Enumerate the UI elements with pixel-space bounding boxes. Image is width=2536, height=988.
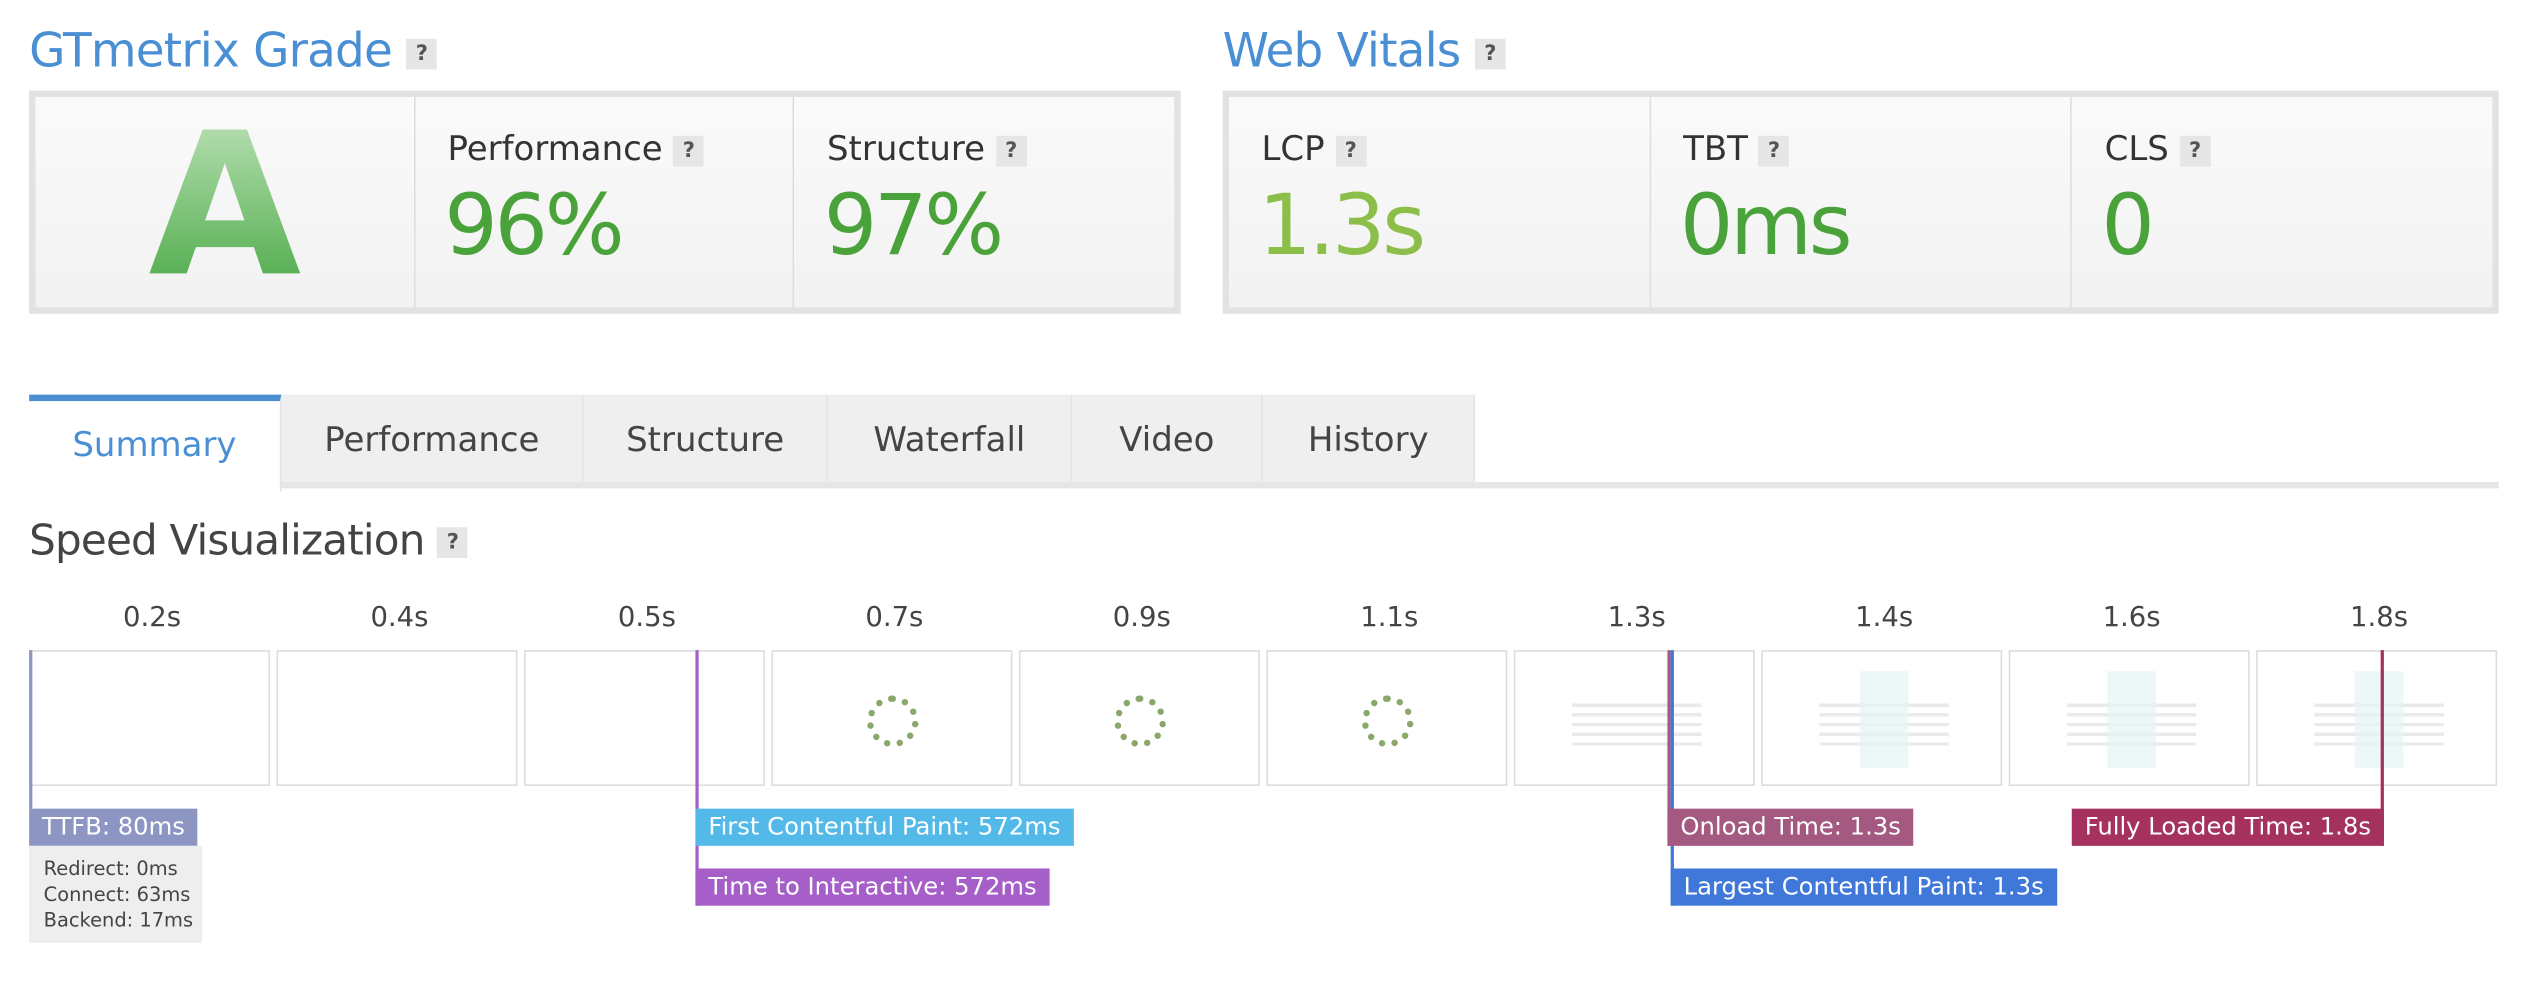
vital-cell: TBT ? 0ms (1650, 97, 2073, 308)
frame-time: 0.9s (1112, 601, 1171, 634)
frame-time: 0.7s (865, 601, 924, 634)
section-title: Speed Visualization ? (29, 517, 468, 567)
frame-content (1572, 697, 1702, 746)
title-text: Web Vitals (1222, 22, 1462, 78)
filmstrip-frame (1761, 650, 2003, 787)
label-text: TBT (1683, 129, 1748, 169)
tab[interactable]: Video (1072, 394, 1264, 482)
filmstrip-frame (2008, 650, 2250, 787)
vital-label: TBT ? (1683, 129, 1790, 169)
marker-line (2380, 650, 2384, 846)
filmstrip-frame (29, 650, 271, 787)
frame-time: 1.4s (1855, 601, 1914, 634)
timing-marker: Largest Contentful Paint: 1.3s (1670, 868, 2057, 906)
label-text: CLS (2104, 129, 2169, 169)
vital-cell: LCP ? 1.3s (1229, 97, 1651, 308)
help-icon[interactable]: ? (1474, 38, 1506, 69)
grade-cell: A (35, 91, 416, 320)
detail-line: Redirect: 0ms (43, 857, 178, 880)
filmstrip-frame (1266, 650, 1508, 787)
timing-marker: TTFB: 80ms (29, 808, 198, 846)
metric-cell: Structure ? 97% (794, 97, 1175, 308)
metric-label: Structure ? (827, 129, 1027, 168)
help-icon[interactable]: ? (406, 38, 437, 69)
metric-value: 97% (823, 177, 1004, 275)
frame-time: 0.2s (122, 601, 182, 634)
marker-line (29, 650, 33, 809)
vital-value: 0 (2101, 177, 2155, 275)
frame-time: 0.5s (617, 601, 676, 634)
marker-line (1667, 650, 1671, 846)
tab[interactable]: Waterfall (828, 394, 1073, 482)
frame-content (2107, 671, 2156, 769)
help-icon[interactable]: ? (1758, 135, 1790, 166)
marker-line (695, 650, 699, 906)
ttfb-details: Redirect: 0ms Connect: 63ms Backend: 17ms (29, 845, 203, 943)
tab[interactable]: History (1263, 394, 1475, 482)
frame-content (2354, 671, 2404, 769)
detail-line: Connect: 63ms (43, 883, 191, 906)
filmstrip-frame (771, 650, 1013, 787)
frame-content (1361, 695, 1414, 748)
frame-content (1859, 671, 1909, 769)
help-icon[interactable]: ? (673, 135, 705, 166)
frame-content (1114, 695, 1167, 748)
section-title: Web Vitals ? (1223, 23, 1506, 78)
frame-time: 0.4s (370, 601, 429, 634)
vital-label: LCP ? (1261, 129, 1367, 169)
help-icon[interactable]: ? (995, 135, 1027, 166)
metric-label: Performance ? (447, 129, 705, 169)
vital-value: 0ms (1679, 177, 1853, 275)
frame-content (866, 695, 919, 748)
timing-marker: Time to Interactive: 572ms (695, 868, 1050, 906)
filmstrip-frame (2256, 650, 2498, 787)
label-text: Performance (447, 129, 663, 169)
help-icon[interactable]: ? (437, 527, 468, 558)
frame-time: 1.6s (2102, 601, 2161, 634)
label-text: LCP (1261, 129, 1325, 169)
grade-letter: A (36, 91, 414, 321)
vital-value: 1.3s (1258, 177, 1426, 275)
detail-line: Backend: 17ms (43, 908, 194, 932)
marker-line (1670, 650, 1674, 906)
vital-cell: CLS ? 0 (2072, 97, 2493, 308)
label-text: Structure (826, 129, 986, 169)
title-text: GTmetrix Grade (29, 22, 393, 78)
title-text: Speed Visualization (29, 517, 425, 567)
vital-label: CLS ? (2105, 129, 2211, 168)
metric-value: 96% (444, 177, 624, 275)
tab[interactable]: Performance (281, 394, 584, 482)
metric-cell: Performance ? 96% (415, 97, 795, 308)
help-icon[interactable]: ? (1335, 135, 1367, 166)
tab-underline (281, 481, 2499, 489)
timing-marker: Onload Time: 1.3s (1667, 808, 1914, 846)
grade-box: A Performance ? 96% Structure ? 97% (29, 90, 1181, 320)
frame-time: 1.8s (2350, 601, 2409, 634)
filmstrip-frame (1513, 650, 1755, 787)
timing-marker: First Contentful Paint: 572ms (695, 808, 1074, 846)
frame-time: 1.1s (1360, 601, 1419, 634)
timing-marker: Fully Loaded Time: 1.8s (2071, 808, 2384, 846)
filmstrip-frame (276, 650, 518, 787)
tab[interactable]: Summary (29, 394, 282, 492)
filmstrip-frame (1018, 650, 1260, 787)
section-title: GTmetrix Grade ? (29, 23, 437, 78)
filmstrip-frame (524, 650, 765, 787)
tab[interactable]: Structure (583, 394, 829, 482)
help-icon[interactable]: ? (2179, 135, 2211, 166)
vitals-box: LCP ? 1.3s TBT ? 0ms CLS ? 0 (1222, 90, 2499, 314)
frame-time: 1.3s (1607, 601, 1666, 634)
